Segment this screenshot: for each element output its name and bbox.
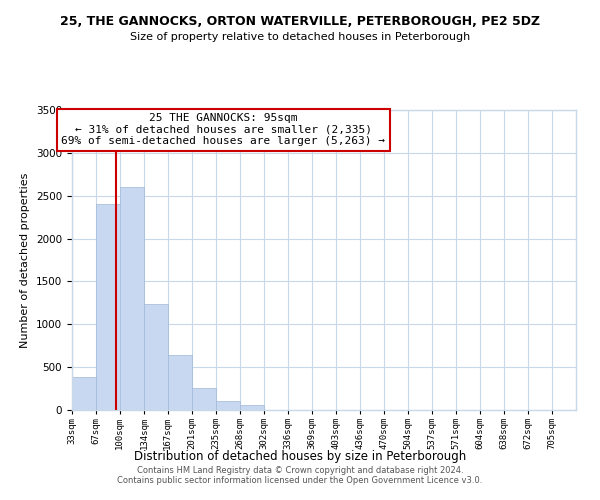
Bar xyxy=(167,355,192,410)
Text: Distribution of detached houses by size in Peterborough: Distribution of detached houses by size … xyxy=(134,450,466,463)
Text: Size of property relative to detached houses in Peterborough: Size of property relative to detached ho… xyxy=(130,32,470,42)
Bar xyxy=(144,304,169,410)
Bar xyxy=(216,401,241,410)
Bar xyxy=(240,406,264,410)
Bar xyxy=(96,204,121,410)
Bar xyxy=(120,187,144,410)
Text: 25 THE GANNOCKS: 95sqm
← 31% of detached houses are smaller (2,335)
69% of semi-: 25 THE GANNOCKS: 95sqm ← 31% of detached… xyxy=(61,113,385,146)
Text: Contains HM Land Registry data © Crown copyright and database right 2024.
Contai: Contains HM Land Registry data © Crown c… xyxy=(118,466,482,485)
Bar xyxy=(72,376,96,410)
Y-axis label: Number of detached properties: Number of detached properties xyxy=(20,172,31,348)
Bar xyxy=(192,388,216,410)
Text: 25, THE GANNOCKS, ORTON WATERVILLE, PETERBOROUGH, PE2 5DZ: 25, THE GANNOCKS, ORTON WATERVILLE, PETE… xyxy=(60,15,540,28)
